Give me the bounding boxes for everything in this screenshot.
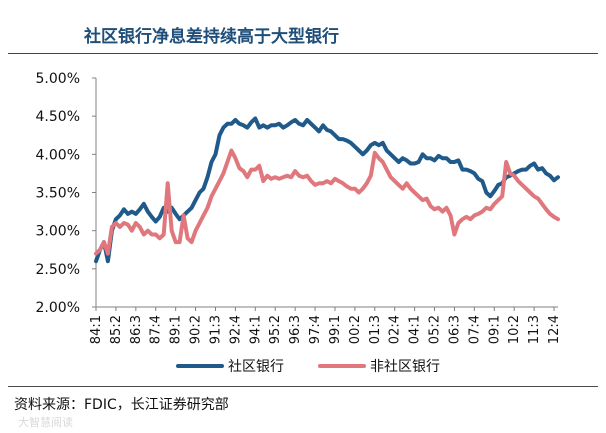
x-tick-label: 97:4 xyxy=(308,315,323,344)
x-tick-label: 04:1 xyxy=(408,315,423,344)
x-tick-label: 06:3 xyxy=(447,315,462,344)
x-tick-label: 01:3 xyxy=(368,315,383,344)
watermark: 大智慧阅读 xyxy=(18,416,73,429)
y-tick-label: 3.50% xyxy=(36,186,80,202)
x-tick-label: 05:2 xyxy=(428,315,443,344)
x-tick-label: 86:3 xyxy=(129,315,144,344)
x-tick-label: 12:4 xyxy=(547,315,562,344)
legend-label: 非社区银行 xyxy=(370,359,440,375)
x-tick-label: 10:2 xyxy=(507,315,522,344)
title-divider xyxy=(8,53,598,54)
x-tick-label: 96:3 xyxy=(288,315,303,344)
y-tick-label: 3.00% xyxy=(36,224,80,240)
x-tick-label: 11:3 xyxy=(527,315,542,344)
x-tick-label: 07:4 xyxy=(467,315,482,344)
x-tick-label: 92:4 xyxy=(228,315,243,344)
x-tick-label: 90:2 xyxy=(189,315,204,344)
x-tick-label: 87:4 xyxy=(149,315,164,344)
x-tick-label: 94:1 xyxy=(248,315,263,344)
x-tick-label: 09:1 xyxy=(487,315,502,344)
source-divider xyxy=(8,386,598,387)
x-tick-label: 00:2 xyxy=(348,315,363,344)
series-line xyxy=(94,116,560,264)
y-tick-label: 4.50% xyxy=(36,109,80,125)
y-tick-label: 2.00% xyxy=(36,300,80,316)
chart-title: 社区银行净息差持续高于大型银行 xyxy=(84,27,339,47)
y-tick-label: 2.50% xyxy=(36,262,80,278)
source-note: 资料来源：FDIC，长江证券研究部 xyxy=(14,397,229,413)
y-tick-label: 5.00% xyxy=(36,71,80,87)
x-tick-label: 84:1 xyxy=(89,315,104,344)
y-tick-label: 4.00% xyxy=(36,147,80,163)
series-line xyxy=(94,148,560,256)
legend-label: 社区银行 xyxy=(228,359,284,375)
x-tick-label: 85:2 xyxy=(109,315,124,344)
x-tick-label: 95:2 xyxy=(268,315,283,344)
x-tick-label: 99:1 xyxy=(328,315,343,344)
x-tick-label: 91:3 xyxy=(208,315,223,344)
x-tick-label: 89:1 xyxy=(169,315,184,344)
x-tick-label: 02:4 xyxy=(388,315,403,344)
